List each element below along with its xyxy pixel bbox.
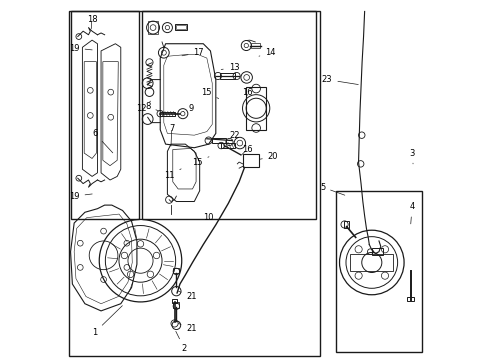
Text: 5: 5 xyxy=(319,183,344,195)
Text: 11: 11 xyxy=(164,169,181,180)
Bar xyxy=(349,253,392,271)
Text: 19: 19 xyxy=(69,192,92,201)
Bar xyxy=(173,267,179,273)
Text: 21: 21 xyxy=(178,323,197,333)
Text: 10: 10 xyxy=(203,213,213,222)
Text: 16: 16 xyxy=(241,87,252,96)
Text: 13: 13 xyxy=(221,63,239,72)
Text: 21: 21 xyxy=(178,291,197,301)
Text: 22: 22 xyxy=(227,131,240,143)
Bar xyxy=(147,21,158,34)
Bar xyxy=(70,12,139,220)
Bar xyxy=(174,24,187,30)
Text: 4: 4 xyxy=(408,202,414,224)
Bar xyxy=(171,299,177,303)
Bar xyxy=(175,26,185,29)
Text: 16: 16 xyxy=(241,145,252,155)
Bar xyxy=(221,143,234,148)
Bar xyxy=(242,154,258,167)
Bar xyxy=(220,73,234,78)
Bar xyxy=(407,297,413,301)
Text: 12: 12 xyxy=(136,101,150,113)
Text: 14: 14 xyxy=(259,48,275,57)
Bar xyxy=(211,138,225,143)
Text: 6: 6 xyxy=(92,129,113,153)
Text: 7: 7 xyxy=(169,123,174,132)
Bar xyxy=(343,221,348,228)
Text: 15: 15 xyxy=(201,87,218,99)
Text: 18: 18 xyxy=(87,15,98,24)
Bar xyxy=(335,191,421,352)
Bar xyxy=(69,12,319,356)
Bar xyxy=(160,112,174,116)
Text: 19: 19 xyxy=(69,44,92,53)
Text: 2: 2 xyxy=(176,331,186,353)
Text: 1: 1 xyxy=(92,306,122,337)
Bar xyxy=(371,248,382,255)
Bar xyxy=(173,302,179,308)
Text: 9: 9 xyxy=(183,104,194,113)
Text: 23: 23 xyxy=(321,75,358,85)
Text: 17: 17 xyxy=(182,48,204,57)
Bar xyxy=(250,43,259,48)
Text: 3: 3 xyxy=(408,149,414,164)
Text: 15: 15 xyxy=(192,157,208,167)
Bar xyxy=(142,12,316,220)
Bar xyxy=(246,87,265,130)
Text: 20: 20 xyxy=(260,152,278,161)
Text: 8: 8 xyxy=(145,102,158,111)
